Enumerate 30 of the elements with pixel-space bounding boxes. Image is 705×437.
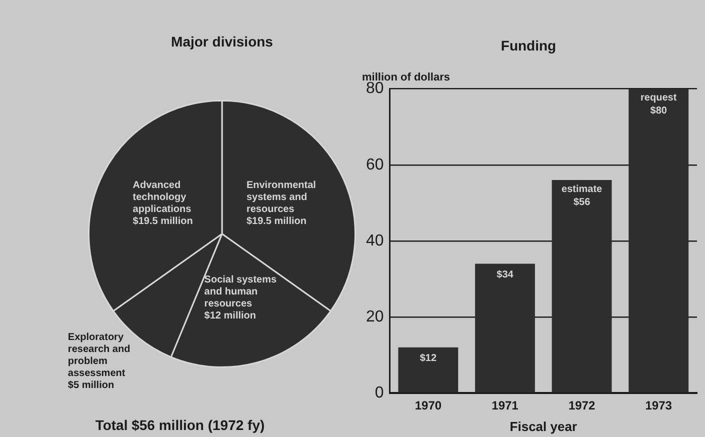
bar (475, 264, 535, 392)
data-label: $34 (496, 269, 514, 280)
text: Total $56 million (1972 fy) (94, 417, 266, 433)
data-label: $19.5 million (132, 216, 193, 228)
y-tick-label: 0 (374, 384, 384, 402)
annotation: request (640, 92, 678, 104)
data-label: $19.5 million (246, 216, 306, 228)
x-tick-label: 1971 (492, 398, 519, 413)
x-tick-label: 1973 (645, 398, 672, 413)
chart-title: Major divisions (171, 33, 274, 50)
slice-label: Social systems and human resources (204, 274, 278, 310)
annotation: estimate (562, 184, 603, 195)
data-label: $5 million (68, 380, 114, 391)
y-tick-label: 40 (366, 232, 384, 250)
bar (628, 88, 689, 392)
slice-label: Exploratory research and problem assessment (68, 332, 130, 379)
bar (398, 347, 458, 392)
slice-label: Advanced technology applications (132, 180, 192, 216)
y-tick-label: 20 (366, 308, 384, 326)
data-label: $56 (573, 196, 591, 208)
data-label: $80 (650, 106, 668, 117)
data-label: $12 (420, 353, 437, 364)
x-tick-label: 1970 (414, 398, 442, 413)
bar (552, 180, 612, 392)
slice-label: Environmental systems and resources (246, 180, 316, 216)
y-tick-label: 60 (366, 156, 384, 174)
data-label: $12 million (204, 310, 256, 322)
chart-title: Funding (500, 37, 556, 54)
x-tick-label: 1972 (568, 398, 596, 413)
x-axis-title: Fiscal year (510, 418, 578, 434)
